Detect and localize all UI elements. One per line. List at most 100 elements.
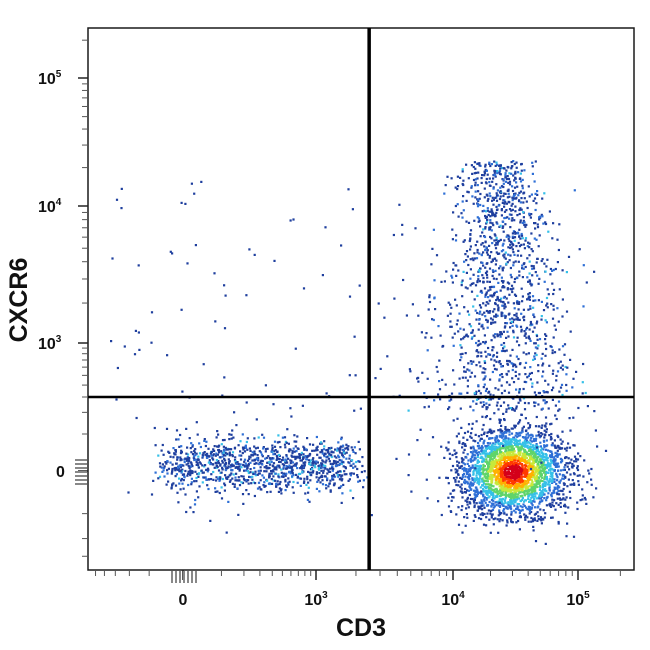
event-dot (487, 488, 490, 491)
event-dot (507, 177, 511, 181)
event-dot (494, 196, 497, 199)
event-dot (468, 473, 471, 476)
event-dot (275, 468, 278, 471)
event-dot (210, 478, 213, 481)
event-dot (348, 454, 351, 457)
event-dot (489, 468, 492, 471)
event-dot (239, 463, 242, 466)
event-dot (241, 493, 245, 496)
event-dot (215, 476, 218, 479)
event-dot (361, 464, 364, 468)
event-dot (522, 469, 525, 472)
event-dot (505, 506, 508, 509)
event-dot (564, 456, 567, 460)
event-dot (513, 456, 516, 459)
event-dot (472, 273, 475, 276)
event-dot (332, 484, 336, 487)
event-dot (498, 520, 501, 523)
event-dot (579, 455, 582, 458)
event-dot (272, 462, 276, 465)
event-dot (518, 512, 521, 515)
event-dot (522, 442, 525, 445)
event-dot (477, 351, 480, 354)
event-dot (205, 468, 208, 471)
event-dot (180, 445, 183, 448)
event-dot (171, 467, 174, 471)
event-dot (517, 489, 521, 492)
event-dot (510, 284, 514, 287)
event-dot (303, 463, 306, 466)
event-dot (206, 456, 209, 459)
event-dot (526, 451, 529, 454)
event-dot (516, 316, 519, 320)
event-dot (343, 470, 346, 473)
event-dot (507, 429, 510, 432)
event-dot (461, 376, 464, 379)
event-dot (564, 498, 567, 501)
event-dot (528, 195, 531, 198)
event-dot (450, 510, 453, 513)
event-dot (486, 253, 489, 256)
event-dot (533, 401, 536, 404)
event-dot (497, 440, 500, 443)
event-dot (593, 270, 596, 273)
event-dot (519, 221, 522, 224)
event-dot (485, 504, 489, 507)
event-dot (455, 304, 458, 307)
event-dot (318, 468, 321, 471)
event-dot (497, 490, 500, 493)
event-dot (545, 490, 548, 493)
event-dot (297, 472, 301, 476)
event-dot (322, 471, 325, 474)
event-dot (531, 161, 534, 164)
event-dot (552, 292, 555, 296)
event-dot (246, 470, 250, 473)
event-dot (494, 443, 497, 446)
event-dot (514, 363, 517, 366)
event-dot (524, 484, 528, 487)
event-dot (510, 240, 513, 243)
event-dot (234, 456, 237, 459)
event-dot (534, 487, 537, 490)
event-dot (547, 463, 550, 466)
event-dot (533, 438, 536, 441)
event-dot (481, 513, 484, 517)
event-dot (480, 177, 483, 180)
event-dot (481, 313, 484, 316)
event-dot (379, 367, 382, 370)
event-dot (512, 336, 516, 339)
event-dot (531, 274, 534, 277)
event-dot (499, 428, 502, 431)
event-dot (521, 264, 524, 267)
event-dot (503, 453, 506, 456)
event-dot (231, 455, 234, 458)
event-dot (532, 449, 535, 452)
event-dot (268, 457, 271, 460)
event-dot (521, 436, 525, 439)
event-dot (185, 452, 188, 455)
event-dot (505, 202, 508, 205)
event-dot (476, 461, 479, 465)
event-dot (495, 199, 499, 202)
event-dot (478, 197, 481, 200)
event-dot (495, 259, 498, 262)
event-dot (281, 459, 284, 462)
event-dot (473, 219, 476, 222)
event-dot (509, 468, 512, 471)
event-dot (533, 492, 537, 495)
event-dot (478, 478, 481, 481)
event-dot (522, 454, 525, 457)
event-dot (478, 466, 481, 469)
event-dot (470, 362, 473, 365)
event-dot (462, 451, 465, 454)
event-dot (285, 441, 288, 444)
event-dot (174, 453, 177, 456)
event-dot (505, 381, 509, 384)
event-dot (475, 402, 478, 405)
event-dot (281, 436, 284, 439)
event-dot (553, 499, 556, 502)
event-dot (502, 458, 505, 461)
event-dot (526, 479, 530, 482)
event-dot (466, 462, 469, 465)
event-dot (547, 407, 550, 410)
